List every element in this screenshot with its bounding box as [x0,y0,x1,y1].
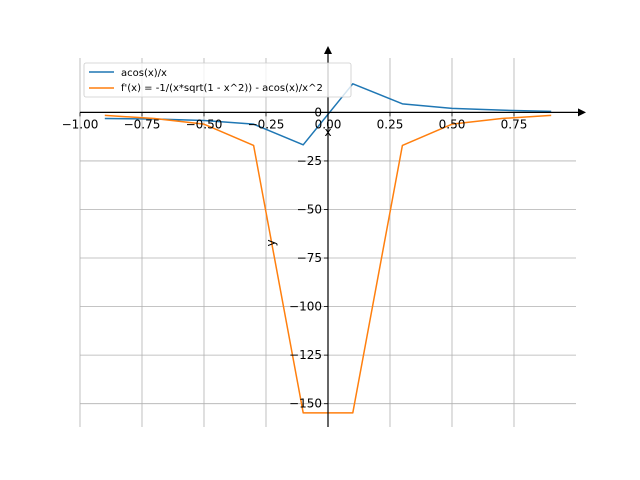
x-tick-label: −1.00 [62,117,99,131]
y-tick-label: −25 [297,154,322,168]
x-tick-label: 0.75 [501,117,528,131]
x-tick-label: 0.50 [439,117,466,131]
tick-labels: −1.00 −0.75 −0.50 −0.25 0.00 0.25 0.50 0.75 0 −25… [62,105,528,410]
y-tick-label: −100 [289,300,322,314]
y-tick-label: −150 [289,397,322,411]
x-axis-label: x [324,125,331,139]
legend-frame [83,62,352,98]
x-tick-label: −0.50 [186,117,223,131]
legend-label-acos: acos(x)/x [121,68,167,79]
y-axis-label: y [264,239,278,246]
legend: acos(x)/x f'(x) = -1/(x*sqrt(1 - x^2)) -… [83,62,352,98]
y-tick-label: −75 [297,251,322,265]
x-tick-label: −0.75 [124,117,161,131]
x-tick-label: −0.25 [248,117,285,131]
y-tick-label: −50 [297,202,322,216]
axes [79,46,586,427]
y-axis-arrow [324,46,332,54]
y-tick-label: −125 [289,348,322,362]
y-tick-label: 0 [314,105,322,119]
x-axis-arrow [578,108,586,117]
x-tick-label: 0.25 [377,117,404,131]
x-tick-label: 0.00 [315,117,342,131]
legend-label-derivative: f'(x) = -1/(x*sqrt(1 - x^2)) - acos(x)/x… [121,83,323,94]
